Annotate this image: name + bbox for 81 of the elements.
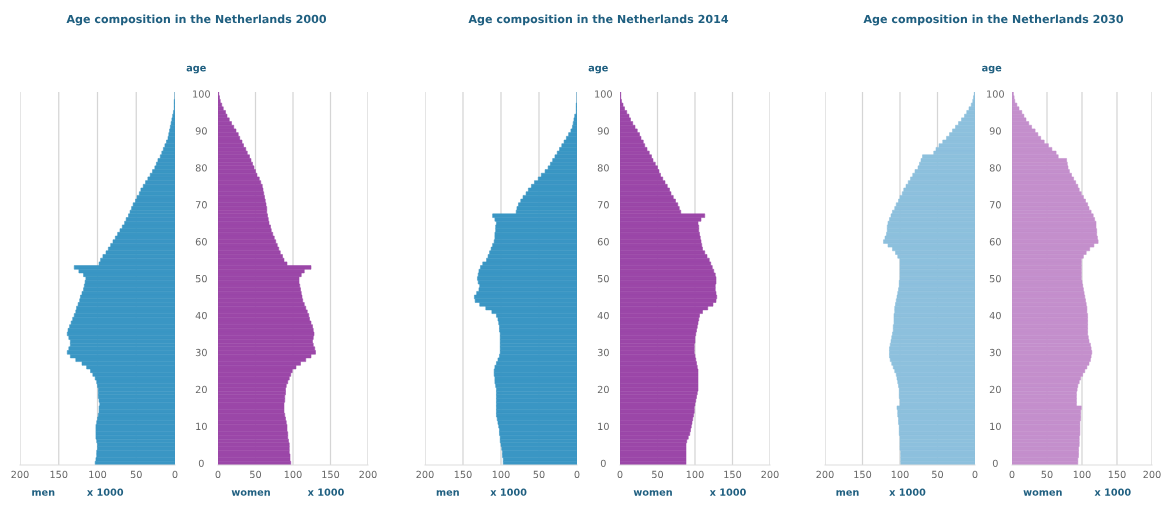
chart-title: Age composition in the Netherlands 2014 <box>468 14 729 26</box>
x-tick-label: 50 <box>130 470 142 479</box>
x-tick-label: 200 <box>359 470 377 479</box>
x-tick-label: 50 <box>250 470 262 479</box>
y-tick-label: 100 <box>987 90 1004 98</box>
y-axis-title: age <box>982 65 1002 74</box>
x-tick-label: 150 <box>50 470 68 479</box>
x-axis-title: men <box>32 490 55 496</box>
x-tick-label: 150 <box>1108 470 1126 479</box>
y-tick-label: 60 <box>989 238 1001 246</box>
x-axis-title: women <box>633 490 672 496</box>
y-tick-label: 50 <box>989 274 1001 283</box>
text: x 1000 <box>889 488 926 496</box>
y-tick-label: 50 <box>195 274 207 283</box>
y-tick-label: 50 <box>597 274 609 283</box>
x-tick-label: 50 <box>533 470 545 479</box>
x-tick-label: 0 <box>972 470 978 479</box>
x-tick-label: 150 <box>454 470 472 479</box>
x-tick-label: 150 <box>322 470 340 479</box>
text: x 1000 <box>1094 488 1131 496</box>
y-tick-label: 0 <box>600 459 606 467</box>
y-tick-label: 70 <box>989 201 1001 209</box>
y-tick-label: 30 <box>195 348 207 357</box>
x-tick-label: 0 <box>215 470 221 479</box>
y-tick-label: 80 <box>195 164 207 172</box>
y-tick-label: 60 <box>195 238 207 246</box>
x-tick-label: 100 <box>891 470 909 479</box>
y-tick-label: 90 <box>597 127 609 135</box>
y-tick-label: 10 <box>196 422 207 431</box>
x-tick-label: 100 <box>89 470 107 479</box>
y-tick-label: 20 <box>597 385 609 394</box>
text: x 1000 <box>307 488 344 496</box>
y-tick-label: 100 <box>193 90 210 98</box>
y-tick-label: 90 <box>195 127 207 135</box>
x-tick-label: 200 <box>816 470 834 479</box>
x-axis-title: men <box>436 490 459 496</box>
x-tick-label: 100 <box>284 470 302 479</box>
x-tick-label: 0 <box>172 470 178 479</box>
y-tick-label: 80 <box>597 164 609 172</box>
text: x 1000 <box>490 488 527 496</box>
y-tick-label: 100 <box>595 90 612 98</box>
y-tick-label: 70 <box>597 201 609 209</box>
y-tick-label: 40 <box>989 311 1001 320</box>
x-tick-label: 50 <box>932 470 944 479</box>
text: x 1000 <box>709 488 746 496</box>
x-axis-title: men <box>836 490 859 496</box>
y-axis-title: age <box>186 65 206 74</box>
x-tick-label: 150 <box>724 470 742 479</box>
y-tick-label: 30 <box>989 348 1001 357</box>
text: x 1000 <box>87 488 124 496</box>
y-tick-label: 70 <box>195 201 207 209</box>
chart-title: Age composition in the Netherlands 2030 <box>863 14 1124 26</box>
x-tick-label: 100 <box>492 470 510 479</box>
y-tick-label: 20 <box>989 385 1001 394</box>
y-tick-label: 10 <box>598 422 609 431</box>
y-tick-label: 80 <box>989 164 1001 172</box>
x-tick-label: 100 <box>1073 470 1091 479</box>
x-axis-title: women <box>231 490 270 496</box>
y-axis-title: age <box>588 65 608 74</box>
y-tick-label: 90 <box>989 127 1001 135</box>
chart-title: Age composition in the Netherlands 2000 <box>66 14 327 26</box>
x-tick-label: 100 <box>686 470 704 479</box>
x-tick-label: 200 <box>1143 470 1161 479</box>
x-tick-label: 0 <box>617 470 623 479</box>
x-axis-title: women <box>1023 490 1062 496</box>
y-tick-label: 40 <box>597 311 609 320</box>
x-tick-label: 50 <box>1041 470 1053 479</box>
x-tick-label: 200 <box>11 470 29 479</box>
y-tick-label: 20 <box>195 385 207 394</box>
y-tick-label: 0 <box>992 459 998 467</box>
x-tick-label: 0 <box>1009 470 1015 479</box>
x-tick-label: 150 <box>854 470 872 479</box>
y-tick-label: 30 <box>597 348 609 357</box>
y-tick-label: 40 <box>195 311 207 320</box>
x-tick-label: 0 <box>574 470 580 479</box>
y-tick-label: 10 <box>990 422 1001 431</box>
x-tick-label: 50 <box>652 470 664 479</box>
x-tick-label: 200 <box>416 470 434 479</box>
x-tick-label: 200 <box>761 470 779 479</box>
y-tick-label: 60 <box>597 238 609 246</box>
y-tick-label: 0 <box>198 459 204 467</box>
